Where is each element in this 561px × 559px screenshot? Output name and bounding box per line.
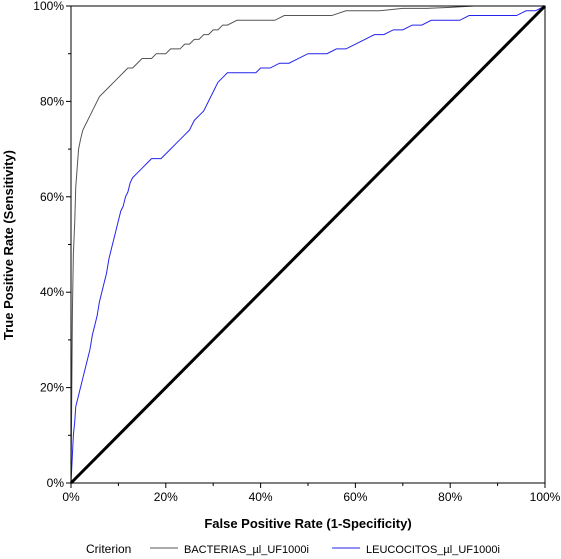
axes: 0% 20% 40% 60% 80% 100% 0% 20% 40% 60% 80% 100%	[33, 0, 560, 504]
x-tick-label: 20%	[154, 490, 178, 504]
legend-label-leucocitos: LEUCOCITOS_µl_UF1000i	[366, 544, 500, 556]
x-tick-label: 80%	[438, 490, 462, 504]
roc-curve-bacterias	[70, 5, 545, 484]
roc-curve-leucocitos	[70, 5, 546, 484]
x-tick-label: 0%	[62, 490, 80, 504]
y-tick-label: 0%	[47, 476, 65, 490]
y-axis-title: True Positive Rate (Sensitivity)	[1, 150, 16, 340]
legend: Criterion BACTERIAS_µl_UF1000i LEUCOCITO…	[86, 542, 500, 556]
legend-title: Criterion	[86, 542, 131, 556]
y-tick-label: 60%	[40, 190, 64, 204]
x-axis-title: False Positive Rate (1-Specificity)	[204, 516, 411, 531]
x-tick-label: 60%	[343, 490, 367, 504]
x-tick-label: 100%	[530, 490, 561, 504]
legend-label-bacterias: BACTERIAS_µl_UF1000i	[184, 544, 309, 556]
y-tick-label: 80%	[40, 94, 64, 108]
plot-area	[69, 4, 547, 485]
reference-diagonal-line	[69, 4, 547, 485]
y-tick-label: 40%	[40, 285, 64, 299]
y-tick-label: 100%	[33, 0, 64, 13]
y-tick-label: 20%	[40, 381, 64, 395]
x-tick-label: 40%	[249, 490, 273, 504]
